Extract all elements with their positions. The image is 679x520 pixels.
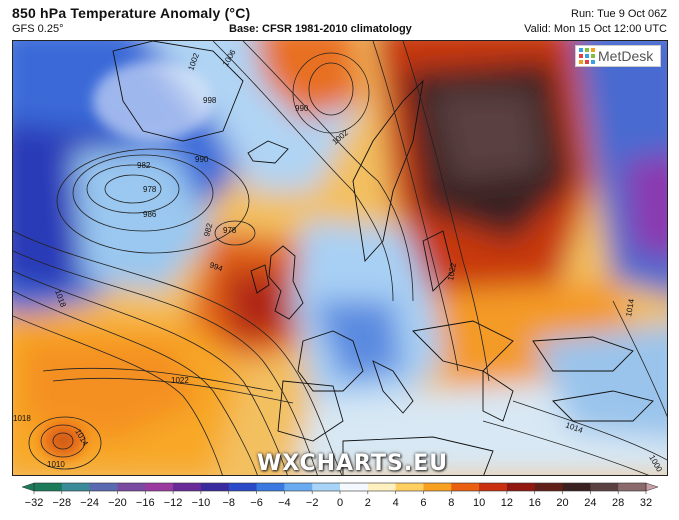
isobar-label: 990 <box>295 104 309 113</box>
colorbar-segment <box>61 483 91 491</box>
isobar-label: 990 <box>195 155 209 164</box>
colorbar-tick-label: 24 <box>584 497 596 509</box>
colorbar-tick-label: −12 <box>164 497 183 509</box>
colorbar-segment <box>562 483 591 491</box>
isobar-label: 982 <box>202 222 214 238</box>
colorbar-segment <box>618 483 647 491</box>
colorbar-tick-label: 10 <box>473 497 485 509</box>
colorbar-segment <box>312 483 341 491</box>
isobars <box>13 41 667 475</box>
colorbar-tick-label: 28 <box>612 497 624 509</box>
isobar-label: 978 <box>223 226 237 235</box>
colorbar-tick-label: 16 <box>529 497 541 509</box>
colorbar-min-arrow <box>21 482 35 492</box>
colorbar-segment <box>34 483 63 491</box>
colorbar-tick-label: 6 <box>420 497 426 509</box>
colorbar-tick-label: 12 <box>501 497 513 509</box>
colorbar-tick-label: −20 <box>108 497 127 509</box>
isobar-label: 998 <box>203 96 217 105</box>
colorbar-segment <box>256 483 285 491</box>
colorbar-segment <box>284 483 313 491</box>
colorbar-tick-label: 0 <box>337 497 343 509</box>
model-label: GFS 0.25° <box>12 23 64 35</box>
colorbar-segment <box>145 483 174 491</box>
colorbar-tick-label: −6 <box>250 497 263 509</box>
isobar-label: 986 <box>143 210 157 219</box>
land-shading <box>41 61 213 459</box>
metdesk-grid-icon <box>579 48 595 64</box>
colorbar-segment <box>451 483 480 491</box>
colorbar-segment <box>89 483 118 491</box>
isobar-label: 994 <box>208 260 224 273</box>
colorbar: −32 −28 −24 −20 −16 −12 −10 −8 −6 −4 −2 0 2 4 6 8 10 12 16… <box>0 478 679 520</box>
isobar-label: 1014 <box>624 298 636 318</box>
isobar-label: 978 <box>143 185 157 194</box>
colorbar-tick-label: 4 <box>393 497 399 509</box>
colorbar-tick-label: 32 <box>640 497 652 509</box>
colorbar-segment <box>200 483 230 491</box>
colorbar-tick-label: −2 <box>306 497 319 509</box>
colorbar-segment <box>590 483 619 491</box>
isobar-label: 1022 <box>446 262 458 282</box>
coastlines <box>112 41 654 475</box>
colorbar-segment <box>506 483 536 491</box>
colorbar-segment <box>367 483 397 491</box>
colorbar-tick-label: −4 <box>278 497 291 509</box>
isobar-label: 982 <box>137 161 151 170</box>
colorbar-tick-label: 20 <box>556 497 568 509</box>
colorbar-tick-label: −8 <box>222 497 235 509</box>
map-canvas: 1002 1006 998 990 990 982 978 986 978 98… <box>13 41 667 475</box>
colorbar-canvas: −32 −28 −24 −20 −16 −12 −10 −8 −6 −4 −2 0 2 4 6 8 10 12 16… <box>21 482 659 509</box>
colorbar-tick-label: −28 <box>52 497 71 509</box>
colorbar-tick-label: −32 <box>25 497 44 509</box>
chart-header: 850 hPa Temperature Anomaly (°C) GFS 0.2… <box>0 0 679 40</box>
colorbar-segment <box>395 483 424 491</box>
isobar-label: 1018 <box>13 414 31 423</box>
climatology-base-label: Base: CFSR 1981-2010 climatology <box>229 23 412 35</box>
anomaly-map: 1002 1006 998 990 990 982 978 986 978 98… <box>12 40 668 476</box>
isobar-label: 1010 <box>47 460 65 469</box>
colorbar-tick-label: −24 <box>80 497 99 509</box>
valid-time-label: Valid: Mon 15 Oct 12:00 UTC <box>524 23 667 35</box>
colorbar-max-arrow <box>645 482 659 492</box>
logo-text: MetDesk <box>598 48 654 64</box>
isobar-label: 1022 <box>171 376 189 385</box>
colorbar-segment <box>479 483 508 491</box>
colorbar-segment <box>340 483 369 491</box>
colorbar-segment <box>423 483 452 491</box>
colorbar-tick-label: 2 <box>365 497 371 509</box>
colorbar-segment <box>534 483 564 491</box>
chart-title: 850 hPa Temperature Anomaly (°C) <box>12 5 251 21</box>
colorbar-tick-label: −16 <box>136 497 155 509</box>
colorbar-segment <box>173 483 202 491</box>
colorbar-segment <box>117 483 146 491</box>
colorbar-tick-label: −10 <box>192 497 211 509</box>
colorbar-segment <box>228 483 258 491</box>
run-time-label: Run: Tue 9 Oct 06Z <box>571 8 667 20</box>
colorbar-tick-label: 8 <box>448 497 454 509</box>
watermark: WXCHARTS.EU <box>257 451 449 476</box>
metdesk-logo: MetDesk <box>575 45 661 67</box>
